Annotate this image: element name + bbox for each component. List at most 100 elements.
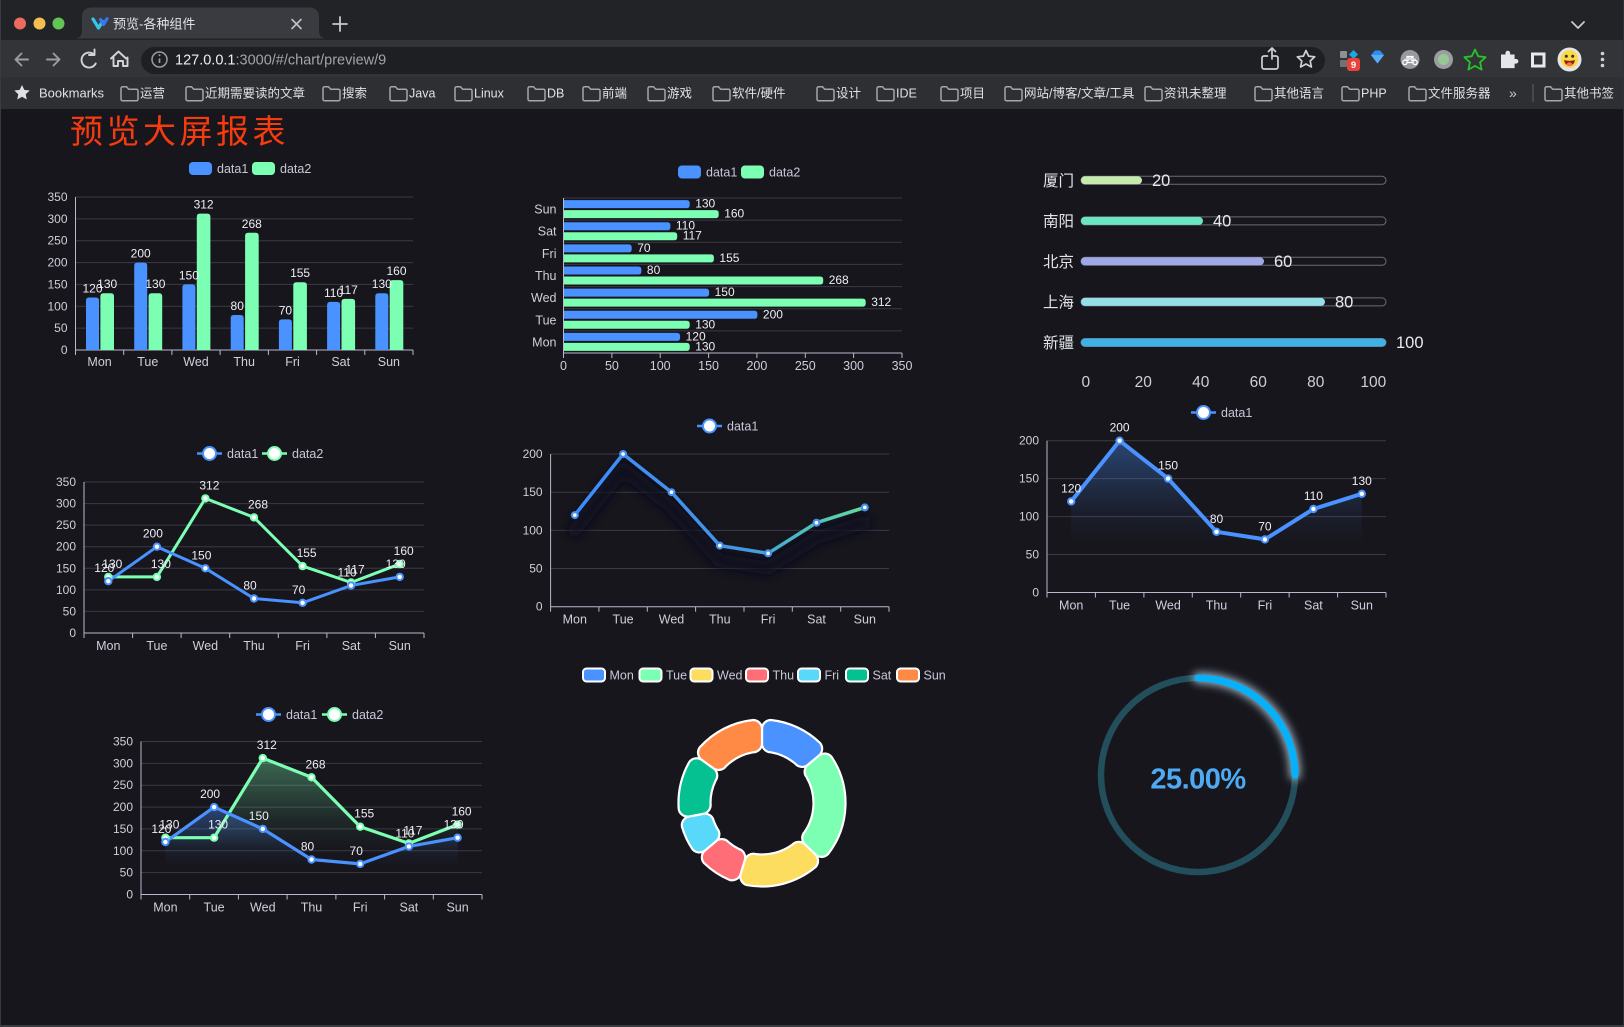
svg-text:0: 0 xyxy=(1081,374,1090,391)
svg-text:120: 120 xyxy=(151,822,171,836)
svg-text:PHP: PHP xyxy=(1361,87,1387,101)
svg-text:100: 100 xyxy=(1019,510,1039,524)
svg-text:130: 130 xyxy=(102,557,122,571)
svg-text:Sun: Sun xyxy=(446,901,468,915)
svg-text:Fri: Fri xyxy=(353,901,368,915)
svg-text:300: 300 xyxy=(47,212,67,226)
svg-text:70: 70 xyxy=(279,303,293,317)
svg-text:200: 200 xyxy=(1110,421,1130,435)
svg-text:100: 100 xyxy=(523,523,543,537)
svg-text:游戏: 游戏 xyxy=(667,87,692,101)
svg-text:data2: data2 xyxy=(280,162,311,176)
svg-text:搜索: 搜索 xyxy=(342,86,367,101)
svg-text:350: 350 xyxy=(47,190,67,204)
svg-text:110: 110 xyxy=(1304,489,1323,503)
svg-text:Tue: Tue xyxy=(204,901,225,915)
svg-text:Mon: Mon xyxy=(532,335,556,349)
svg-text:150: 150 xyxy=(1019,472,1039,486)
svg-text:117: 117 xyxy=(346,563,365,577)
svg-text:data1: data1 xyxy=(1221,406,1252,420)
svg-text:150: 150 xyxy=(715,285,735,299)
svg-text:312: 312 xyxy=(257,738,277,752)
svg-text:268: 268 xyxy=(242,217,262,231)
svg-text:80: 80 xyxy=(1307,374,1325,391)
svg-text:50: 50 xyxy=(120,866,134,880)
svg-text:data2: data2 xyxy=(769,166,800,180)
svg-text:上海: 上海 xyxy=(1043,293,1074,311)
svg-text:80: 80 xyxy=(301,840,315,854)
svg-text:100: 100 xyxy=(47,299,67,313)
svg-text:120: 120 xyxy=(1061,481,1081,495)
svg-text:»: » xyxy=(1509,85,1517,101)
svg-text:北京: 北京 xyxy=(1043,253,1074,271)
svg-text:资讯未整理: 资讯未整理 xyxy=(1164,86,1227,101)
svg-text:130: 130 xyxy=(159,818,179,832)
svg-text:Sun: Sun xyxy=(1351,599,1373,613)
svg-text:60: 60 xyxy=(1274,253,1292,271)
svg-text:新疆: 新疆 xyxy=(1043,334,1074,352)
svg-text:200: 200 xyxy=(113,800,133,814)
svg-text:130: 130 xyxy=(444,818,464,832)
svg-text:50: 50 xyxy=(1026,548,1040,562)
svg-text:Sun: Sun xyxy=(389,639,411,653)
svg-text:80: 80 xyxy=(1210,512,1224,526)
svg-text:130: 130 xyxy=(151,557,171,571)
svg-text:Mon: Mon xyxy=(610,669,634,683)
svg-text:50: 50 xyxy=(63,604,77,618)
svg-text:Mon: Mon xyxy=(1059,599,1083,613)
svg-text:Sat: Sat xyxy=(1304,599,1323,613)
svg-text:130: 130 xyxy=(372,277,392,291)
svg-text:设计: 设计 xyxy=(836,86,861,101)
svg-text:130: 130 xyxy=(695,339,715,353)
svg-text:117: 117 xyxy=(403,823,422,837)
svg-text:Fri: Fri xyxy=(1258,599,1273,613)
svg-text:350: 350 xyxy=(113,735,133,749)
svg-text:Mon: Mon xyxy=(153,901,177,915)
svg-text:其他书签: 其他书签 xyxy=(1564,86,1615,101)
svg-text:70: 70 xyxy=(350,844,364,858)
svg-text:150: 150 xyxy=(56,561,76,575)
svg-text:近期需要读的文章: 近期需要读的文章 xyxy=(205,86,305,101)
svg-text:127.0.0.1:3000/#/chart/preview: 127.0.0.1:3000/#/chart/preview/9 xyxy=(175,53,386,69)
svg-text:data2: data2 xyxy=(352,708,383,722)
svg-text:网站/博客/文章/工具: 网站/博客/文章/工具 xyxy=(1024,86,1135,101)
svg-text:250: 250 xyxy=(113,778,133,792)
svg-text:Thu: Thu xyxy=(243,639,265,653)
svg-text:Thu: Thu xyxy=(301,901,323,915)
svg-text:Sun: Sun xyxy=(924,669,946,683)
svg-text:150: 150 xyxy=(1158,459,1178,473)
svg-text:160: 160 xyxy=(452,805,472,819)
svg-text:155: 155 xyxy=(297,546,317,560)
svg-text:160: 160 xyxy=(394,544,414,558)
svg-text:data1: data1 xyxy=(286,708,317,722)
svg-text:data1: data1 xyxy=(727,420,758,434)
svg-text:南阳: 南阳 xyxy=(1043,212,1074,230)
svg-text:Sun: Sun xyxy=(534,203,556,217)
svg-text:前端: 前端 xyxy=(602,86,627,101)
svg-text:200: 200 xyxy=(763,307,783,321)
svg-text:100: 100 xyxy=(56,583,76,597)
svg-text:Sun: Sun xyxy=(378,355,400,369)
svg-text:130: 130 xyxy=(386,557,406,571)
svg-text:100: 100 xyxy=(1396,334,1424,352)
svg-text:25.00%: 25.00% xyxy=(1150,764,1246,796)
svg-text:150: 150 xyxy=(191,548,211,562)
svg-text:200: 200 xyxy=(56,540,76,554)
svg-text:312: 312 xyxy=(199,478,219,492)
svg-text:data1: data1 xyxy=(706,166,737,180)
svg-text:Fri: Fri xyxy=(761,613,776,627)
svg-text:60: 60 xyxy=(1250,374,1268,391)
svg-text:130: 130 xyxy=(208,818,228,832)
svg-text:Fri: Fri xyxy=(285,355,300,369)
svg-text:Bookmarks: Bookmarks xyxy=(39,86,105,101)
svg-text:268: 268 xyxy=(248,497,268,511)
svg-text:Tue: Tue xyxy=(137,355,158,369)
svg-text:50: 50 xyxy=(54,321,68,335)
svg-text:350: 350 xyxy=(892,359,913,373)
svg-text:50: 50 xyxy=(529,562,543,576)
svg-text:120: 120 xyxy=(94,561,114,575)
svg-text:200: 200 xyxy=(746,359,767,373)
svg-text:Mon: Mon xyxy=(87,355,111,369)
svg-text:Thu: Thu xyxy=(773,669,795,683)
svg-text:117: 117 xyxy=(339,283,358,297)
